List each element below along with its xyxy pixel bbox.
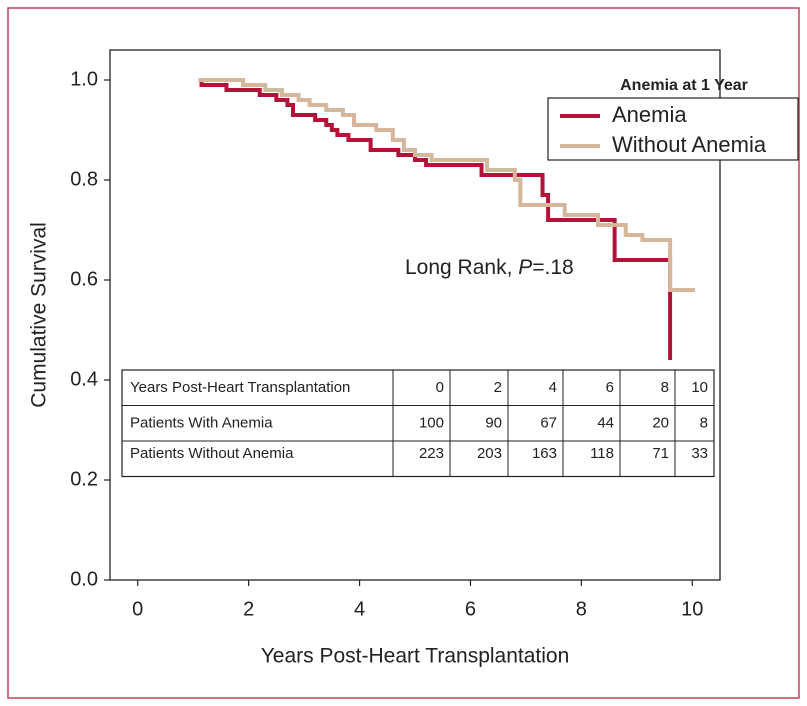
y-tick-label: 0.4 [70, 368, 98, 390]
y-axis-label: Cumulative Survival [28, 222, 51, 408]
y-tick-label: 1.0 [70, 68, 98, 90]
table-cell: 100 [419, 414, 444, 431]
annotation: Long Rank, P=.18 [405, 256, 574, 279]
table-cell: 4 [549, 379, 557, 396]
table-cell: 44 [597, 414, 614, 431]
annotation-text: P [518, 256, 532, 279]
table-row-label: Patients With Anemia [130, 414, 273, 431]
y-tick-label: 0.8 [70, 168, 98, 190]
table-cell: 8 [661, 379, 669, 396]
y-tick-label: 0.0 [70, 568, 98, 590]
legend-title: Anemia at 1 Year [620, 77, 748, 94]
y-tick-label: 0.6 [70, 268, 98, 290]
legend-label: Without Anemia [612, 132, 767, 157]
x-tick-label: 0 [132, 598, 143, 620]
table-cell: 71 [652, 445, 669, 462]
table-cell: 2 [494, 379, 502, 396]
table-row-label: Years Post-Heart Transplantation [130, 379, 350, 396]
plot-frame [109, 49, 721, 581]
x-tick-label: 4 [354, 598, 365, 620]
table-cell: 223 [419, 445, 444, 462]
table-cell: 203 [477, 445, 502, 462]
x-tick-label: 2 [243, 598, 254, 620]
table-row-label: Patients Without Anemia [130, 445, 294, 462]
table-cell: 67 [540, 414, 557, 431]
x-tick-label: 6 [465, 598, 476, 620]
table-cell: 8 [700, 414, 708, 431]
table-cell: 163 [532, 445, 557, 462]
table-cell: 118 [590, 445, 614, 462]
table-cell: 33 [691, 445, 708, 462]
table-cell: 20 [652, 414, 669, 431]
legend-box [547, 97, 799, 161]
legend-label: Anemia [612, 102, 687, 127]
survival-line [198, 78, 673, 360]
table-frame [121, 369, 715, 478]
table-cell: 6 [606, 379, 614, 396]
survival-line [198, 78, 696, 292]
page-frame [7, 7, 800, 699]
y-tick-label: 0.2 [70, 468, 98, 490]
x-tick-label: 8 [576, 598, 587, 620]
x-axis-label: Years Post-Heart Transplantation [261, 645, 570, 668]
table-cell: 0 [436, 379, 444, 396]
x-tick-label: 10 [681, 598, 703, 620]
annotation-text: Long Rank, [405, 256, 518, 279]
table-cell: 10 [691, 379, 708, 396]
annotation-text: =.18 [532, 256, 573, 279]
table-cell: 90 [485, 414, 502, 431]
